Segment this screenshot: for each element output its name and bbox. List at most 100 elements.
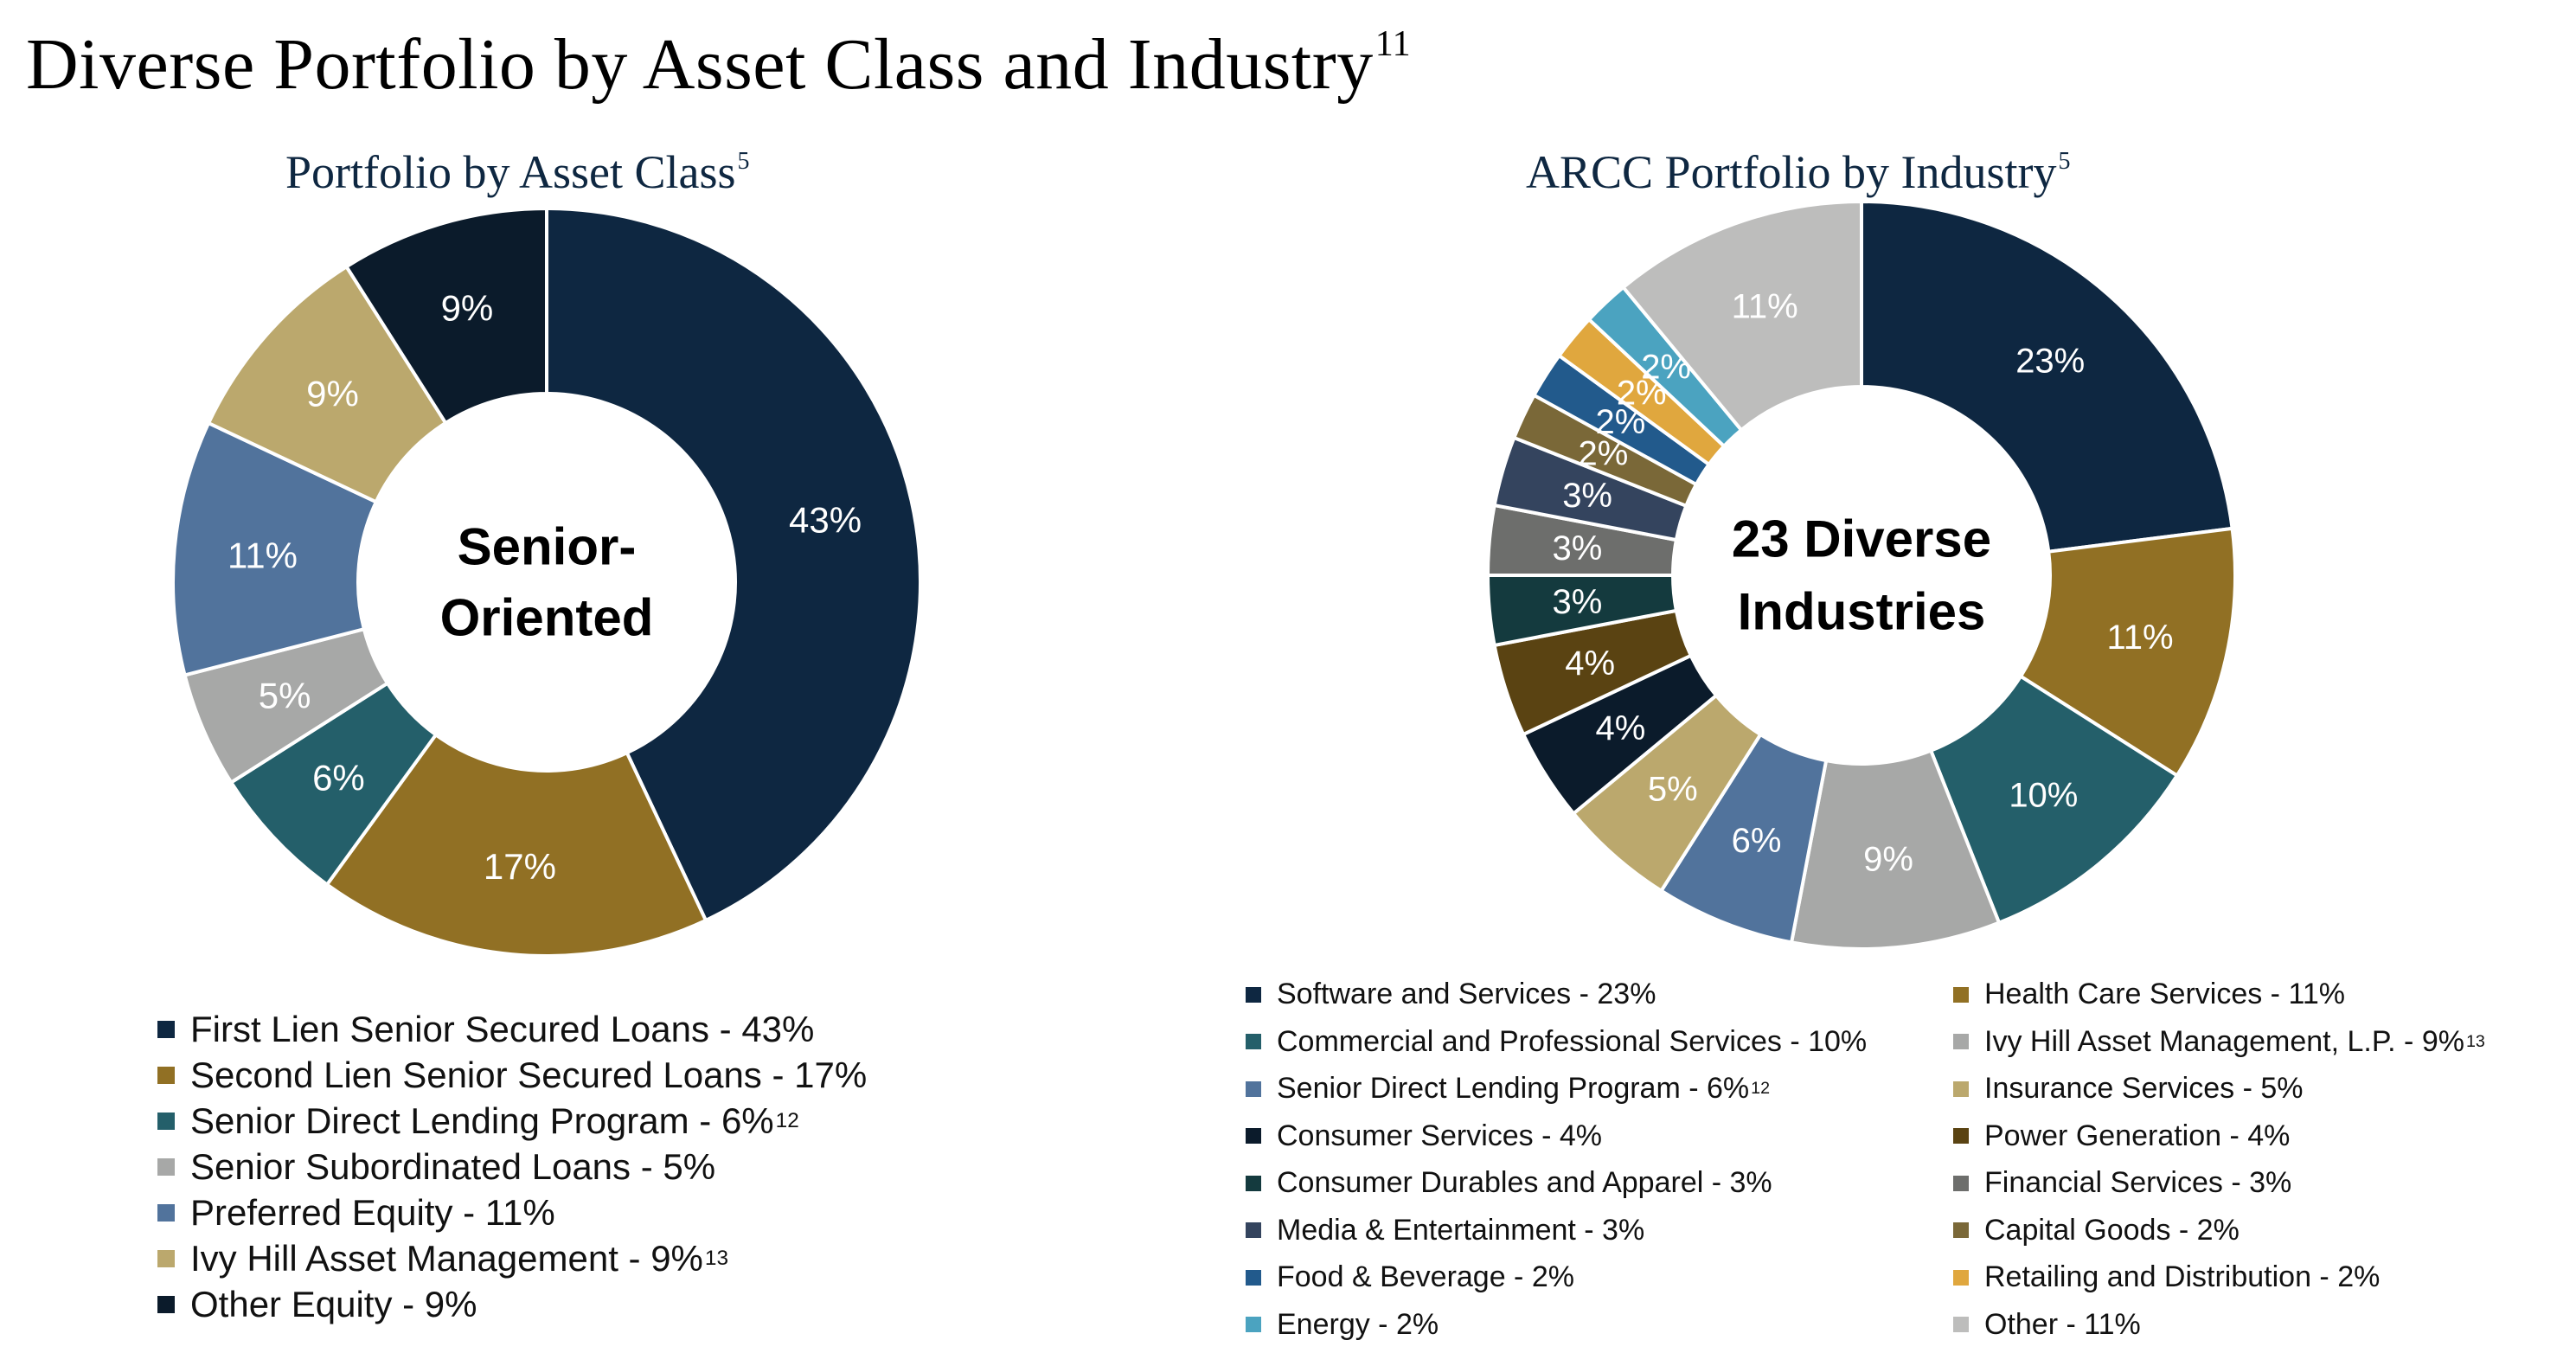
industry-data-label-insurance-services: 5% <box>1648 771 1698 809</box>
asset-class-legend-item-ivy-hill-asset-management: Ivy Hill Asset Management - 9% 13 <box>157 1238 728 1279</box>
industry-legend-item-consumer-services: Consumer Services - 4% <box>1246 1119 1602 1153</box>
industry-title-footnote: 5 <box>2058 148 2071 175</box>
asset-class-data-label-senior-direct-lending-program: 6% <box>312 757 365 798</box>
asset-class-legend-text: Senior Direct Lending Program - 6% <box>190 1100 774 1141</box>
industry-legend-text: Consumer Services - 4% <box>1277 1119 1603 1152</box>
asset-class-legend-footnote: 12 <box>775 1109 799 1132</box>
industry-data-label-other: 11% <box>1732 288 1798 326</box>
industry-legend-swatch <box>1246 986 1261 1003</box>
asset-class-center-label-line-1: Senior- <box>458 518 637 576</box>
asset-class-legend-item-senior-subordinated-loans: Senior Subordinated Loans - 5% <box>157 1146 715 1188</box>
industry-legend-text: Other - 11% <box>1984 1307 2141 1341</box>
asset-class-data-label-preferred-equity: 11% <box>227 535 298 575</box>
industry-legend-swatch <box>1246 1222 1261 1238</box>
asset-class-legend-text: Senior Subordinated Loans - 5% <box>190 1146 716 1187</box>
asset-class-slice-second-lien-senior-secured-loans <box>324 732 708 958</box>
industry-legend-text: Financial Services - 3% <box>1984 1166 2292 1199</box>
asset-class-legend-item-second-lien-senior-secured-loans: Second Lien Senior Secured Loans - 17% <box>157 1055 867 1096</box>
industry-data-label-health-care-services: 11% <box>2107 619 2174 657</box>
industry-legend-item-insurance-services: Insurance Services - 5% <box>1953 1072 2304 1106</box>
industry-center-label-line-2: Industries <box>1738 583 1986 641</box>
asset-class-legend-swatch <box>157 1296 175 1313</box>
industry-legend-swatch <box>1953 1222 1969 1238</box>
industry-legend-text: Food & Beverage - 2% <box>1277 1260 1574 1293</box>
asset-class-chart-title: Portfolio by Asset Class5 <box>285 146 750 198</box>
asset-class-legend-item-first-lien-senior-secured-loans: First Lien Senior Secured Loans - 43% <box>157 1009 814 1050</box>
industry-data-label-consumer-services: 4% <box>1595 709 1645 747</box>
industry-slice-software-and-services <box>1860 199 2234 554</box>
asset-class-legend-swatch <box>157 1250 175 1267</box>
industry-legend-text: Energy - 2% <box>1277 1307 1439 1341</box>
industry-legend-swatch <box>1246 1128 1261 1144</box>
asset-class-legend-text: Second Lien Senior Secured Loans - 17% <box>190 1055 868 1095</box>
industry-data-label-commercial-and-professional-services: 10% <box>2009 776 2078 814</box>
industry-legend-text: Health Care Services - 11% <box>1984 978 2345 1010</box>
asset-class-data-label-senior-subordinated-loans: 5% <box>259 676 311 716</box>
industry-legend-text: Media & Entertainment - 3% <box>1277 1213 1645 1247</box>
industry-legend-item-power-generation: Power Generation - 4% <box>1953 1119 2290 1153</box>
industry-legend-text: Retailing and Distribution - 2% <box>1984 1260 2381 1293</box>
industry-donut: 23%11%10%9%6%5%4%4%3%3%3%2%2%2%2%11%23 D… <box>1485 199 2237 952</box>
asset-class-title-footnote: 5 <box>737 148 750 175</box>
industry-legend-item-health-care-services: Health Care Services - 11% <box>1953 978 2345 1011</box>
asset-class-legend-swatch <box>157 1204 175 1222</box>
page-title-footnote: 11 <box>1375 24 1412 64</box>
industry-legend-item-consumer-durables-and-apparel: Consumer Durables and Apparel - 3% <box>1246 1166 1772 1200</box>
industry-legend-item-capital-goods: Capital Goods - 2% <box>1953 1214 2240 1247</box>
industry-legend-swatch <box>1246 1269 1261 1286</box>
industry-legend-item-energy: Energy - 2% <box>1246 1308 1439 1342</box>
industry-legend-footnote: 13 <box>2465 1031 2485 1051</box>
industry-chart-title: ARCC Portfolio by Industry5 <box>1526 146 2071 198</box>
industry-legend-swatch <box>1953 1317 1969 1332</box>
asset-class-slice-preferred-equity <box>171 420 379 677</box>
industry-slice-health-care-services <box>2018 526 2237 779</box>
asset-class-data-label-ivy-hill-asset-management: 9% <box>306 373 359 414</box>
industry-data-label-ivy-hill-asset-management-l-p: 9% <box>1863 841 1913 879</box>
asset-class-legend-text: First Lien Senior Secured Loans - 43% <box>190 1009 815 1049</box>
asset-class-legend-item-preferred-equity: Preferred Equity - 11% <box>157 1192 555 1234</box>
industry-legend-item-ivy-hill-asset-management-l-p: Ivy Hill Asset Management, L.P. - 9% 13 <box>1953 1025 2485 1059</box>
page-title: Diverse Portfolio by Asset Class and Ind… <box>26 24 1412 105</box>
industry-legend-swatch <box>1246 1175 1261 1191</box>
industry-legend-item-software-and-services: Software and Services - 23% <box>1246 978 1656 1011</box>
industry-legend-item-commercial-and-professional-services: Commercial and Professional Services - 1… <box>1246 1025 1867 1059</box>
industry-legend-swatch <box>1953 1034 1969 1049</box>
industry-center-label-line-1: 23 Diverse <box>1732 510 1991 568</box>
asset-class-legend-text: Other Equity - 9% <box>190 1284 477 1324</box>
asset-class-legend-swatch <box>157 1113 175 1130</box>
asset-class-legend-swatch <box>157 1158 175 1176</box>
industry-legend-item-other: Other - 11% <box>1953 1308 2141 1342</box>
industry-legend-text: Software and Services - 23% <box>1277 978 1656 1010</box>
industry-legend-footnote: 12 <box>1751 1079 1771 1098</box>
asset-class-legend-footnote: 13 <box>704 1247 729 1270</box>
asset-class-legend-swatch <box>157 1021 175 1038</box>
industry-legend-text: Senior Direct Lending Program - 6% <box>1277 1072 1750 1105</box>
industry-legend-swatch <box>1953 1080 1969 1097</box>
industry-data-label-consumer-durables-and-apparel: 3% <box>1553 583 1603 621</box>
asset-class-data-label-second-lien-senior-secured-loans: 17% <box>484 846 556 887</box>
asset-class-legend-swatch <box>157 1067 175 1084</box>
asset-class-slice-first-lien-senior-secured-loans <box>545 206 922 923</box>
industry-legend-swatch <box>1953 986 1969 1003</box>
industry-legend-text: Insurance Services - 5% <box>1984 1072 2304 1105</box>
industry-legend-text: Consumer Durables and Apparel - 3% <box>1277 1166 1772 1199</box>
industry-legend-swatch <box>1953 1269 1969 1286</box>
asset-class-data-label-other-equity: 9% <box>441 288 494 329</box>
industry-legend-text: Commercial and Professional Services - 1… <box>1277 1024 1868 1058</box>
asset-class-legend-text: Ivy Hill Asset Management - 9% <box>190 1238 703 1279</box>
asset-class-legend-text: Preferred Equity - 11% <box>190 1192 555 1233</box>
industry-data-label-power-generation: 4% <box>1565 644 1615 683</box>
industry-data-label-senior-direct-lending-program: 6% <box>1732 822 1782 860</box>
asset-class-legend-item-senior-direct-lending-program: Senior Direct Lending Program - 6% 12 <box>157 1100 799 1142</box>
industry-data-label-media-and-entertainment: 3% <box>1562 477 1612 515</box>
asset-class-slice-other-equity <box>343 206 548 426</box>
industry-legend-item-senior-direct-lending-program: Senior Direct Lending Program - 6% 12 <box>1246 1072 1770 1106</box>
industry-legend-item-food-and-beverage: Food & Beverage - 2% <box>1246 1260 1574 1294</box>
industry-slice-other <box>1620 199 1863 433</box>
asset-class-center-label-line-2: Oriented <box>440 589 654 647</box>
industry-legend-swatch <box>1953 1128 1969 1144</box>
industry-legend-swatch <box>1246 1080 1261 1097</box>
asset-class-legend-item-other-equity: Other Equity - 9% <box>157 1284 477 1325</box>
industry-legend-text: Power Generation - 4% <box>1984 1119 2291 1152</box>
